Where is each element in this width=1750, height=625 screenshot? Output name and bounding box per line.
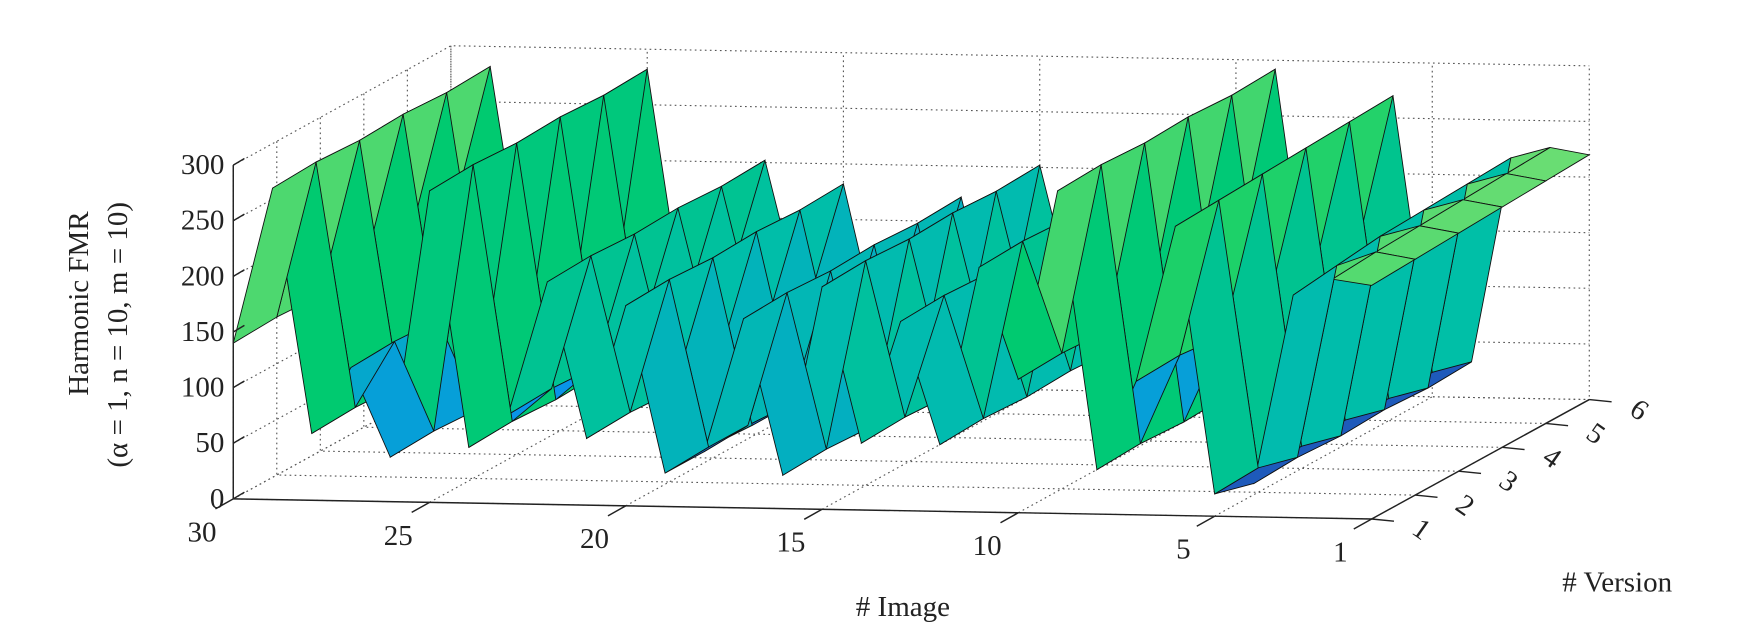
z-tick — [232, 491, 245, 500]
z-tick — [232, 269, 245, 278]
z-axis-label: Harmonic FMR — [63, 211, 95, 396]
x-tick-label: 20 — [580, 523, 609, 555]
y-tick-label: 2 — [1450, 488, 1480, 523]
x-tick-label: 1 — [1333, 536, 1347, 568]
z-tick-label: 300 — [181, 149, 225, 181]
z-axis-label: (α = 1, n = 10, m = 10) — [102, 202, 134, 468]
x-tick — [1196, 515, 1215, 527]
x-tick — [803, 508, 823, 520]
y-tick — [1545, 422, 1569, 427]
x-tick-label: 30 — [188, 516, 217, 548]
z-tick-label: 250 — [181, 205, 225, 237]
z-tick — [232, 435, 245, 444]
y-tick — [1589, 398, 1612, 403]
y-tick-label: 5 — [1580, 417, 1610, 452]
y-axis-label: # Version — [1562, 567, 1672, 599]
z-tick-label: 200 — [181, 260, 225, 292]
x-tick — [1353, 518, 1373, 530]
x-axis-label: # Image — [856, 591, 950, 623]
surface — [232, 65, 1591, 495]
x-tick — [215, 498, 234, 510]
z-tick — [232, 157, 245, 166]
x-tick-label: 25 — [384, 520, 413, 552]
y-tick-label: 1 — [1406, 512, 1436, 547]
x-tick — [411, 501, 430, 514]
surface-facet — [232, 161, 317, 345]
y-tick — [1458, 470, 1482, 475]
x-axis — [233, 498, 1372, 520]
x-tick — [607, 505, 627, 517]
y-axis — [1371, 398, 1590, 520]
z-tick — [232, 324, 245, 333]
y-tick — [1415, 494, 1438, 499]
z-tick-label: 150 — [181, 316, 225, 348]
x-tick — [1000, 512, 1019, 524]
y-tick-label: 3 — [1493, 464, 1523, 499]
y-tick — [1371, 518, 1395, 522]
z-tick-label: 0 — [210, 483, 225, 515]
y-tick-label: 6 — [1624, 393, 1654, 428]
z-tick — [232, 380, 245, 389]
y-tick — [1502, 446, 1525, 451]
z-tick — [232, 213, 245, 222]
z-tick-label: 100 — [181, 372, 225, 404]
x-tick-label: 15 — [776, 527, 805, 559]
x-tick-label: 10 — [973, 530, 1002, 562]
z-tick-label: 50 — [195, 427, 224, 459]
y-tick-label: 4 — [1537, 441, 1568, 476]
x-tick-label: 5 — [1176, 534, 1190, 566]
